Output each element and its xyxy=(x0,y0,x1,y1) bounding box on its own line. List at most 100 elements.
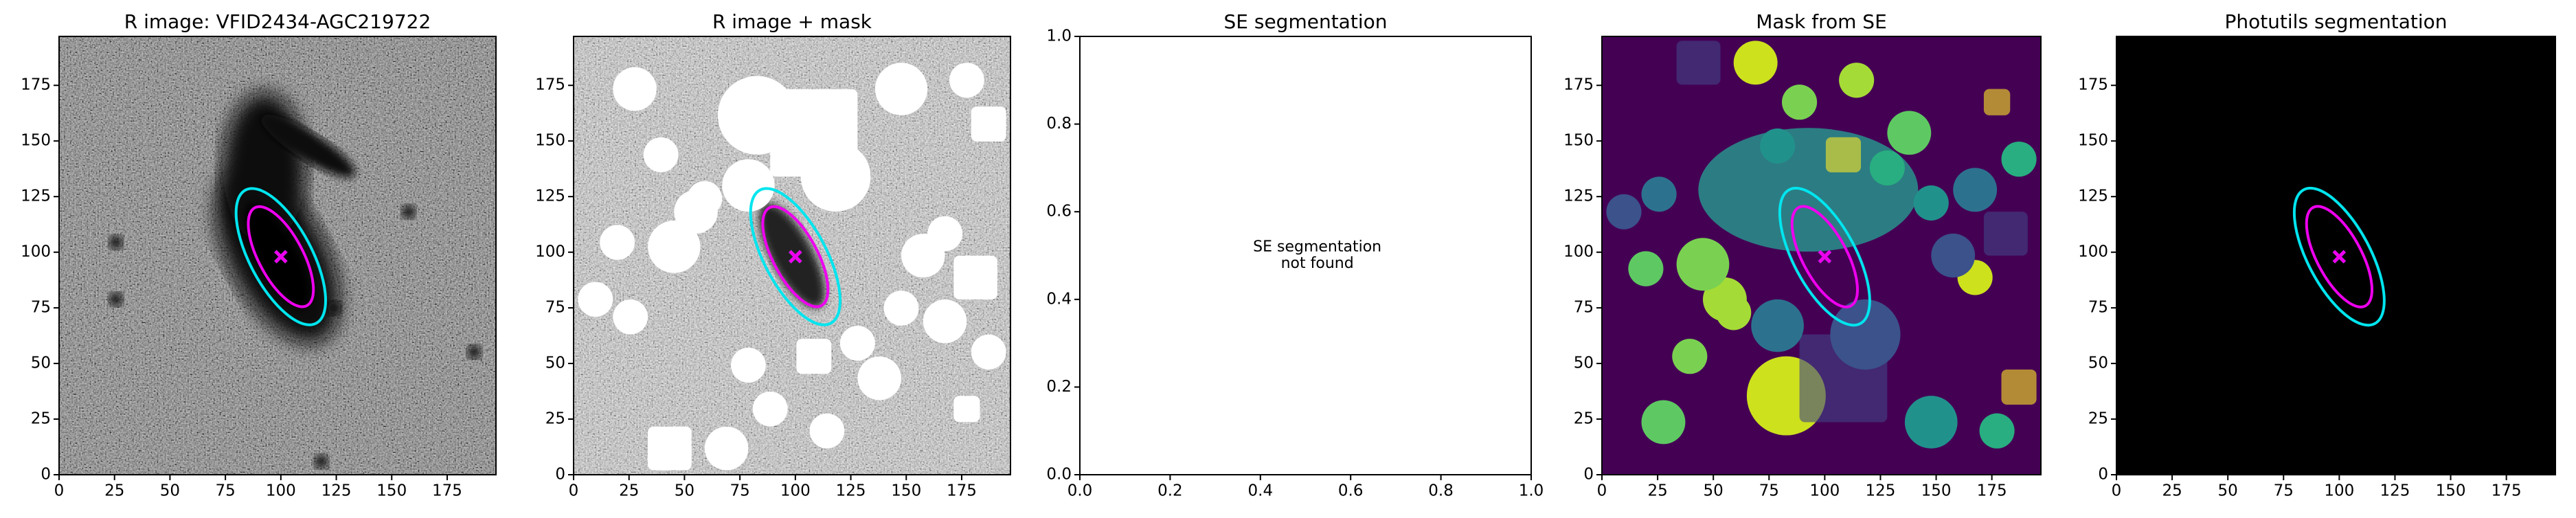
y-tick-label: 0 xyxy=(1583,466,1594,484)
y-tick-label: 75 xyxy=(2088,299,2108,317)
mask-circle xyxy=(1606,194,1642,229)
mask-circle xyxy=(722,159,775,212)
x-tick-label: 175 xyxy=(2492,482,2522,500)
mask-box xyxy=(2001,369,2037,405)
companion-tail xyxy=(260,114,356,178)
mask-circle xyxy=(839,326,875,361)
mask-box xyxy=(1983,212,2028,256)
mask-circle xyxy=(857,356,901,401)
y-tick-label: 1.0 xyxy=(1046,27,1072,45)
y-tick-label: 125 xyxy=(21,188,51,205)
star xyxy=(327,301,341,315)
mask-box xyxy=(1983,89,2011,115)
mask-circle xyxy=(901,234,945,278)
mask-box xyxy=(971,106,1006,142)
mask-circle xyxy=(1979,413,2015,449)
mask-circle xyxy=(1869,150,1905,185)
y-tick-label: 150 xyxy=(21,132,51,150)
panel: R image: VFID2434-AGC219722 0 25 50 75 100 125… xyxy=(21,10,497,500)
x-tick-label: 0.4 xyxy=(1248,482,1274,500)
aperture-ellipse xyxy=(749,187,842,326)
mask-circle xyxy=(1716,295,1752,330)
mask-circle xyxy=(643,137,679,172)
star xyxy=(314,454,328,469)
y-tick-label: 100 xyxy=(21,243,51,261)
x-tick-label: 0.6 xyxy=(1338,482,1364,500)
center-marker xyxy=(1818,249,1832,264)
aperture-ellipse xyxy=(1790,205,1860,308)
y-tick-label: 125 xyxy=(1563,188,1594,205)
y-tick-label: 0 xyxy=(2098,466,2108,484)
x-tick-label: 175 xyxy=(947,482,977,500)
mask-box xyxy=(1825,137,1862,172)
x-tick-label: 0.2 xyxy=(1157,482,1183,500)
x-tick-label: 25 xyxy=(2162,482,2182,500)
center-marker xyxy=(2332,249,2347,264)
y-tick-label: 175 xyxy=(1563,76,1594,94)
star xyxy=(401,205,416,219)
mask-circle xyxy=(1641,400,1686,444)
image-area xyxy=(574,36,1010,475)
x-tick-label: 25 xyxy=(619,482,639,500)
y-tick-label: 25 xyxy=(31,410,51,428)
x-tick-label: 0 xyxy=(54,482,65,500)
star xyxy=(467,345,482,359)
mask-circle xyxy=(613,67,657,111)
y-tick-label: 25 xyxy=(545,410,565,428)
center-marker xyxy=(274,249,288,264)
image-area xyxy=(1602,36,2041,475)
aperture-ellipse xyxy=(761,205,830,308)
x-tick-label: 150 xyxy=(1921,482,1952,500)
mask-circle xyxy=(2001,142,2037,177)
x-tick-label: 150 xyxy=(2436,482,2466,500)
y-tick-label: 100 xyxy=(1563,243,1594,261)
panel: Photutils segmentation 0 25 50 75 100 125 150 17… xyxy=(2078,10,2556,500)
y-tick-label: 50 xyxy=(1574,354,1594,372)
mask-circle xyxy=(971,334,1006,370)
y-tick-label: 125 xyxy=(535,188,565,205)
mask-circle xyxy=(1931,234,1976,278)
mask-circle xyxy=(874,63,928,115)
panel: Mask from SE 0 25 50 75 100 125 150 175 0 25 50 75 10… xyxy=(1563,10,2042,500)
mask-circle xyxy=(704,426,749,471)
x-tick-label: 150 xyxy=(891,482,921,500)
mask-circle xyxy=(1781,85,1818,120)
y-tick-label: 0.6 xyxy=(1046,203,1072,221)
aperture-ellipse xyxy=(2305,205,2374,308)
mask-circle xyxy=(809,413,845,449)
y-tick-label: 50 xyxy=(31,354,51,372)
panel: SE segmentation 0.0 0.2 0.4 0.6 0.8 1.0 0.0 0.2 0… xyxy=(1046,10,1544,500)
mask-circle xyxy=(1953,168,1998,212)
mask-circle xyxy=(1733,41,1778,85)
y-tick-label: 75 xyxy=(545,299,565,317)
y-tick-label: 0 xyxy=(41,466,51,484)
mask-box xyxy=(953,396,980,423)
x-tick-label: 50 xyxy=(160,482,180,500)
y-tick-label: 75 xyxy=(1574,299,1594,317)
mask-circle xyxy=(578,282,613,317)
mask-circle xyxy=(600,225,635,260)
x-tick-label: 50 xyxy=(675,482,694,500)
mask-circle xyxy=(800,142,871,212)
panel-title: R image: VFID2434-AGC219722 xyxy=(124,10,431,33)
y-tick-label: 0.8 xyxy=(1046,115,1072,133)
mask-circle xyxy=(1887,111,1932,155)
x-tick-label: 100 xyxy=(266,482,296,500)
panel-title: R image + mask xyxy=(712,10,872,33)
y-tick-label: 100 xyxy=(2078,243,2108,261)
star xyxy=(109,235,123,249)
mask-box xyxy=(1676,41,1721,85)
x-tick-label: 175 xyxy=(432,482,462,500)
y-tick-label: 125 xyxy=(2078,188,2108,205)
mask-box xyxy=(953,256,997,300)
x-tick-label: 75 xyxy=(730,482,749,500)
mask-box xyxy=(648,426,692,471)
mask-circle xyxy=(1676,238,1730,291)
panel-title: Mask from SE xyxy=(1756,10,1887,33)
mask-circle xyxy=(1751,299,1804,352)
mask-circle xyxy=(1628,251,1664,286)
x-tick-label: 50 xyxy=(2218,482,2238,500)
aperture-ellipse xyxy=(1778,186,1871,327)
x-tick-label: 125 xyxy=(836,482,866,500)
